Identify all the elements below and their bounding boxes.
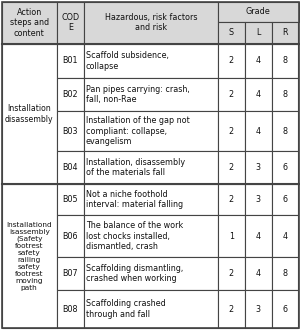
Bar [57,151,84,184]
Bar [218,78,245,111]
Text: 4: 4 [256,232,261,241]
Bar [272,44,298,78]
Bar [2,184,57,328]
Bar [272,111,298,151]
Bar [218,290,245,328]
Text: Installationd
isassembly
(Safety
footrest
safety
railing
safety
footrest
moving
: Installationd isassembly (Safety footres… [6,221,52,291]
Bar [218,111,245,151]
Bar [2,44,57,184]
Bar [245,257,272,290]
Bar [2,2,57,44]
Text: Scaffolding crashed
through and fall: Scaffolding crashed through and fall [85,300,165,319]
Bar [84,151,218,184]
Text: Pan pipes carrying: crash,
fall, non-Rae: Pan pipes carrying: crash, fall, non-Rae [85,85,189,104]
Text: Installation, disassembly
of the materials fall: Installation, disassembly of the materia… [85,158,185,178]
Text: 6: 6 [283,163,288,172]
Bar [245,290,272,328]
Bar [57,78,84,111]
Text: 8: 8 [283,269,288,278]
Bar [84,111,218,151]
Bar [84,44,218,78]
Text: B04: B04 [63,163,78,172]
Bar [245,111,272,151]
Text: B06: B06 [63,232,78,241]
Text: 8: 8 [283,127,288,136]
Text: 6: 6 [283,305,288,314]
Text: Installation
disassembly: Installation disassembly [5,104,53,124]
Text: 2: 2 [229,90,234,99]
Text: Action
steps and
content: Action steps and content [10,8,49,38]
Bar [272,184,298,215]
Bar [272,290,298,328]
Text: 1: 1 [229,232,234,241]
Text: 8: 8 [283,90,288,99]
Text: 2: 2 [229,163,234,172]
Text: S: S [229,28,234,37]
Text: B07: B07 [63,269,78,278]
Text: B08: B08 [63,305,78,314]
Bar [272,78,298,111]
Text: 4: 4 [256,127,261,136]
Text: 4: 4 [256,269,261,278]
Text: B03: B03 [63,127,78,136]
Bar [245,151,272,184]
Bar [84,290,218,328]
Bar [57,215,84,257]
Text: Installation of the gap not
compliant: collapse,
evangelism: Installation of the gap not compliant: c… [85,116,189,146]
Text: 3: 3 [256,305,261,314]
Bar [57,257,84,290]
Text: B05: B05 [63,195,78,204]
Bar [218,44,245,78]
Bar [84,78,218,111]
Bar [57,184,84,215]
Text: B01: B01 [63,56,78,65]
Text: Grade: Grade [246,7,271,16]
Bar [84,2,218,44]
Bar [218,184,245,215]
Text: B02: B02 [63,90,78,99]
Text: 2: 2 [229,195,234,204]
Text: 4: 4 [256,56,261,65]
Bar [272,257,298,290]
Text: 2: 2 [229,127,234,136]
Text: The balance of the work
lost chocks installed,
dismantled, crash: The balance of the work lost chocks inst… [85,221,183,251]
Bar [57,111,84,151]
Bar [84,184,218,215]
Bar [272,22,298,44]
Text: Not a niche foothold
interval: material falling: Not a niche foothold interval: material … [85,190,183,209]
Bar [218,2,298,22]
Text: Scaffolding dismantling,
crashed when working: Scaffolding dismantling, crashed when wo… [85,264,183,283]
Text: 6: 6 [283,195,288,204]
Bar [245,22,272,44]
Text: Hazardous, risk factors
and risk: Hazardous, risk factors and risk [105,13,197,32]
Bar [84,257,218,290]
Text: 2: 2 [229,305,234,314]
Bar [57,2,84,44]
Bar [272,215,298,257]
Bar [245,78,272,111]
Text: 4: 4 [256,90,261,99]
Bar [84,215,218,257]
Text: R: R [282,28,288,37]
Bar [218,257,245,290]
Bar [218,22,245,44]
Bar [272,151,298,184]
Bar [218,151,245,184]
Text: L: L [256,28,260,37]
Bar [57,290,84,328]
Text: 3: 3 [256,195,261,204]
Text: 4: 4 [283,232,288,241]
Bar [218,215,245,257]
Text: COD
E: COD E [61,13,80,32]
Text: 2: 2 [229,269,234,278]
Text: Scaffold subsidence,
collapse: Scaffold subsidence, collapse [85,51,169,71]
Bar [57,44,84,78]
Text: 3: 3 [256,163,261,172]
Text: 8: 8 [283,56,288,65]
Bar [245,184,272,215]
Text: 2: 2 [229,56,234,65]
Bar [245,215,272,257]
Bar [245,44,272,78]
